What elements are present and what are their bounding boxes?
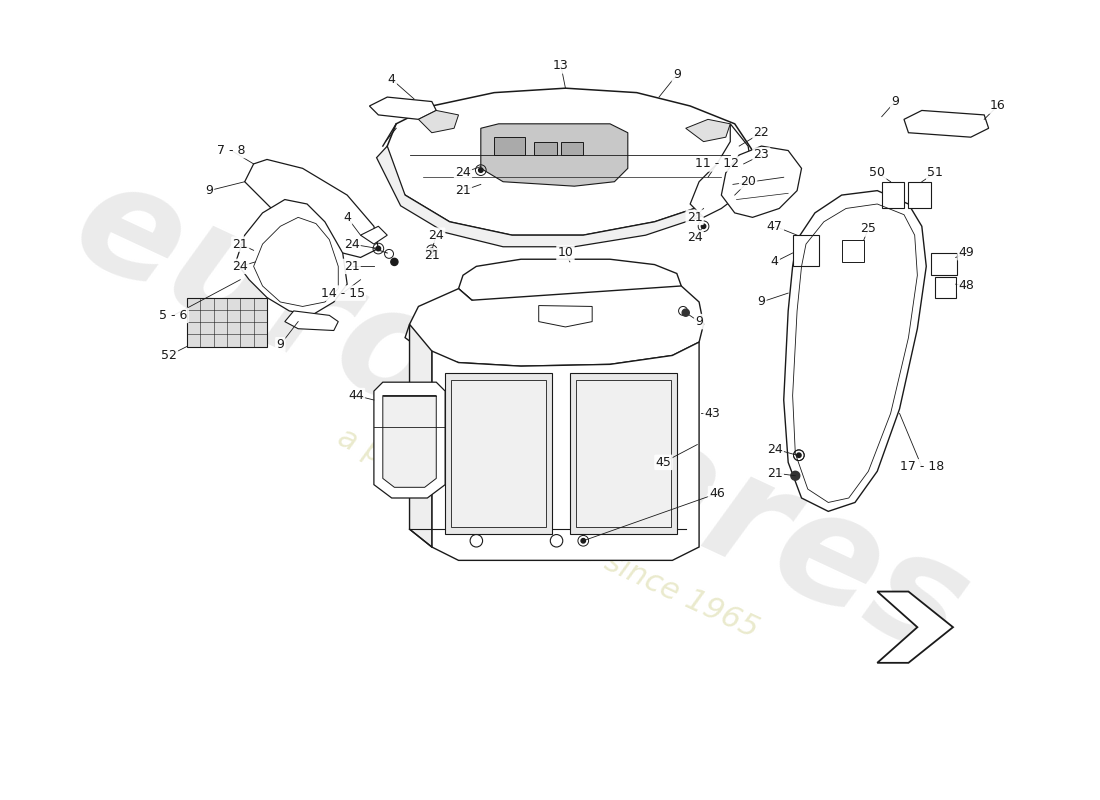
Text: 21: 21 (424, 249, 440, 262)
Text: 5 - 6: 5 - 6 (160, 309, 188, 322)
Text: 9: 9 (276, 338, 284, 351)
Polygon shape (904, 110, 989, 137)
Text: 25: 25 (860, 222, 877, 235)
Polygon shape (935, 277, 956, 298)
Text: 21: 21 (343, 260, 360, 273)
Circle shape (702, 224, 706, 229)
Circle shape (791, 471, 800, 480)
Circle shape (682, 309, 690, 316)
Text: 9: 9 (205, 184, 213, 197)
Circle shape (390, 258, 398, 266)
Text: 16: 16 (990, 99, 1005, 113)
Polygon shape (576, 380, 671, 526)
Text: 21: 21 (455, 184, 471, 197)
Text: 50: 50 (869, 166, 886, 179)
Polygon shape (793, 235, 820, 266)
Polygon shape (481, 124, 628, 186)
Polygon shape (376, 146, 744, 246)
Text: 24: 24 (686, 231, 703, 244)
Text: 9: 9 (891, 95, 899, 108)
Polygon shape (535, 142, 557, 155)
Polygon shape (187, 298, 267, 346)
Polygon shape (405, 286, 704, 366)
Text: 23: 23 (754, 149, 769, 162)
Text: 22: 22 (754, 126, 769, 139)
Polygon shape (459, 259, 681, 309)
Text: 4: 4 (771, 255, 779, 269)
Polygon shape (361, 226, 387, 244)
Polygon shape (370, 97, 437, 119)
Text: 9: 9 (758, 295, 766, 309)
Polygon shape (722, 146, 802, 218)
Text: 24: 24 (767, 442, 783, 455)
Text: 20: 20 (740, 175, 756, 188)
Text: 21: 21 (686, 211, 703, 224)
Circle shape (581, 538, 585, 543)
Text: 51: 51 (927, 166, 943, 179)
Text: 10: 10 (558, 246, 573, 259)
Polygon shape (451, 380, 546, 526)
Polygon shape (235, 199, 348, 315)
Text: 9: 9 (695, 315, 703, 328)
Text: 14 - 15: 14 - 15 (321, 286, 365, 299)
Polygon shape (909, 182, 931, 209)
Text: 21: 21 (767, 466, 783, 479)
Polygon shape (418, 110, 459, 133)
Text: 47: 47 (767, 220, 783, 233)
Text: 44: 44 (349, 389, 364, 402)
Text: 11 - 12: 11 - 12 (695, 158, 739, 170)
Polygon shape (244, 159, 378, 258)
Polygon shape (383, 88, 752, 235)
Text: 24: 24 (455, 166, 471, 179)
Circle shape (796, 453, 801, 458)
Polygon shape (685, 119, 730, 142)
Text: 24: 24 (343, 238, 360, 250)
Circle shape (430, 248, 434, 253)
Polygon shape (931, 253, 957, 275)
Polygon shape (409, 324, 432, 547)
Text: 48: 48 (958, 279, 975, 293)
Polygon shape (878, 591, 953, 663)
Polygon shape (561, 142, 583, 155)
Polygon shape (570, 374, 676, 534)
Text: a passion for parts since 1965: a passion for parts since 1965 (332, 423, 762, 644)
Text: 24: 24 (428, 229, 444, 242)
Polygon shape (374, 382, 446, 498)
Text: 46: 46 (710, 487, 725, 500)
Text: eurospares: eurospares (52, 146, 990, 690)
Polygon shape (882, 182, 904, 209)
Polygon shape (494, 137, 526, 155)
Text: 49: 49 (958, 246, 975, 259)
Polygon shape (842, 240, 864, 262)
Text: 17 - 18: 17 - 18 (900, 460, 944, 474)
Text: 13: 13 (553, 59, 569, 73)
Polygon shape (456, 286, 681, 322)
Circle shape (376, 246, 381, 250)
Text: 4: 4 (343, 211, 351, 224)
Text: 7 - 8: 7 - 8 (217, 144, 245, 157)
Polygon shape (383, 395, 437, 487)
Polygon shape (690, 124, 752, 218)
Polygon shape (285, 311, 339, 330)
Text: 21: 21 (232, 238, 249, 250)
Polygon shape (446, 374, 552, 534)
Text: 9: 9 (673, 68, 681, 82)
Polygon shape (432, 342, 700, 560)
Polygon shape (783, 190, 926, 511)
Text: 4: 4 (388, 73, 396, 86)
Text: 43: 43 (705, 407, 720, 420)
Text: 52: 52 (161, 349, 177, 362)
Circle shape (478, 168, 483, 172)
Text: 45: 45 (656, 456, 671, 469)
Polygon shape (539, 306, 592, 327)
Text: 24: 24 (232, 260, 249, 273)
